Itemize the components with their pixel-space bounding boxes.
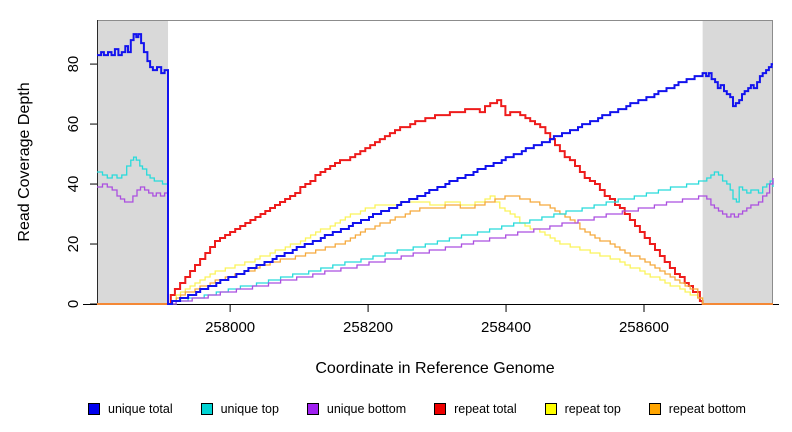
legend-label: repeat top	[564, 402, 621, 416]
legend-swatch-unique-top	[200, 403, 213, 415]
legend-swatch-unique-bottom	[306, 403, 319, 415]
legend-item-repeat-top: repeat top	[544, 402, 621, 416]
series-line-repeat-bottom	[97, 195, 773, 305]
series-line-repeat-total	[97, 99, 773, 305]
series-line-repeat-top	[97, 195, 773, 305]
y-tick-label: 40	[65, 176, 82, 193]
legend-item-unique-bottom: unique bottom	[306, 402, 407, 416]
series-line-unique-total	[97, 33, 773, 305]
legend-swatch-repeat-bottom	[648, 403, 661, 415]
legend-swatch-repeat-total	[434, 403, 447, 415]
masked-region-left	[97, 20, 169, 304]
series-line-unique-bottom	[97, 178, 774, 305]
series-line-unique-top	[97, 156, 774, 305]
legend-item-repeat-bottom: repeat bottom	[648, 402, 746, 416]
legend-label: unique bottom	[326, 402, 407, 416]
y-tick-label: 20	[65, 236, 82, 253]
x-tick-label: 258000	[205, 319, 255, 336]
x-tick-label: 258600	[619, 319, 669, 336]
x-tick-label: 258200	[343, 319, 393, 336]
legend-item-unique-total: unique total	[88, 402, 173, 416]
legend: unique total unique top unique bottom repea…	[88, 398, 746, 420]
legend-item-repeat-total: repeat total	[434, 402, 517, 416]
masked-region-right	[702, 20, 773, 304]
y-axis-title: Read Coverage Depth	[16, 82, 33, 242]
y-tick-label: 80	[65, 56, 82, 73]
legend-item-unique-top: unique top	[200, 402, 279, 416]
legend-label: unique total	[108, 402, 173, 416]
legend-swatch-unique-total	[88, 403, 100, 415]
y-tick-label: 60	[65, 116, 82, 133]
y-tick-label: 0	[65, 300, 82, 308]
legend-label: repeat bottom	[668, 402, 746, 416]
legend-swatch-repeat-top	[544, 403, 557, 415]
legend-label: repeat total	[454, 402, 517, 416]
x-axis-title: Coordinate in Reference Genome	[315, 360, 555, 377]
legend-label: unique top	[220, 402, 279, 416]
x-tick-label: 258400	[481, 319, 531, 336]
